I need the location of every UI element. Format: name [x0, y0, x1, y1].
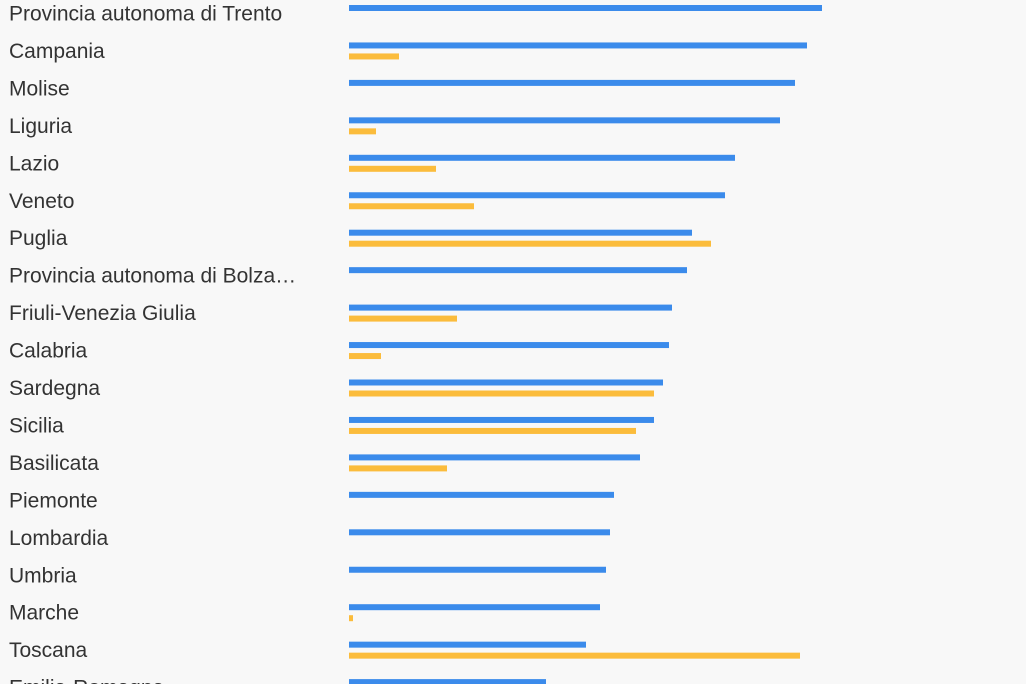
category-label: Umbria: [9, 564, 77, 587]
category-label: Basilicata: [9, 452, 99, 475]
bar: [349, 192, 725, 199]
bar: [349, 652, 800, 659]
category-label: Marche: [9, 602, 79, 625]
category-label: Piemonte: [9, 489, 98, 512]
bar: [349, 304, 672, 311]
bar: [349, 416, 654, 423]
bar: [349, 491, 614, 498]
bar: [349, 128, 376, 135]
bar: [349, 267, 687, 274]
bar: [349, 229, 692, 236]
bar: [349, 315, 457, 322]
category-label: Sardegna: [9, 377, 100, 400]
category-label: Veneto: [9, 190, 74, 213]
category-label: Emilia-Romagna: [9, 677, 165, 684]
bar: [349, 42, 807, 49]
bar: [349, 117, 780, 124]
bar: [349, 165, 436, 172]
category-label: Provincia autonoma di Bolza…: [9, 265, 296, 288]
category-label: Lazio: [9, 152, 59, 175]
category-label: Campania: [9, 40, 105, 63]
bar: [349, 427, 636, 434]
bar: [349, 390, 654, 397]
bar: [349, 641, 586, 648]
bar: [349, 203, 474, 210]
category-label: Puglia: [9, 227, 68, 250]
bar: [349, 353, 381, 360]
bar: [349, 53, 399, 60]
bar: [349, 566, 606, 573]
bar: [349, 5, 822, 11]
category-label: Lombardia: [9, 527, 109, 550]
category-label: Liguria: [9, 115, 72, 138]
bar: [349, 240, 711, 247]
bar: [349, 379, 663, 386]
category-label: Sicilia: [9, 414, 64, 437]
bar: [349, 342, 669, 349]
bar: [349, 615, 353, 622]
bar: [349, 79, 795, 86]
bar: [349, 465, 447, 472]
bar: [349, 679, 546, 684]
category-label: Calabria: [9, 340, 88, 363]
category-label: Molise: [9, 77, 70, 100]
bar: [349, 454, 640, 461]
category-label: Friuli-Venezia Giulia: [9, 302, 196, 325]
category-label: Provincia autonoma di Trento: [9, 3, 282, 26]
bar: [349, 529, 610, 536]
category-label: Toscana: [9, 639, 88, 662]
bar: [349, 154, 735, 161]
bar: [349, 604, 600, 611]
